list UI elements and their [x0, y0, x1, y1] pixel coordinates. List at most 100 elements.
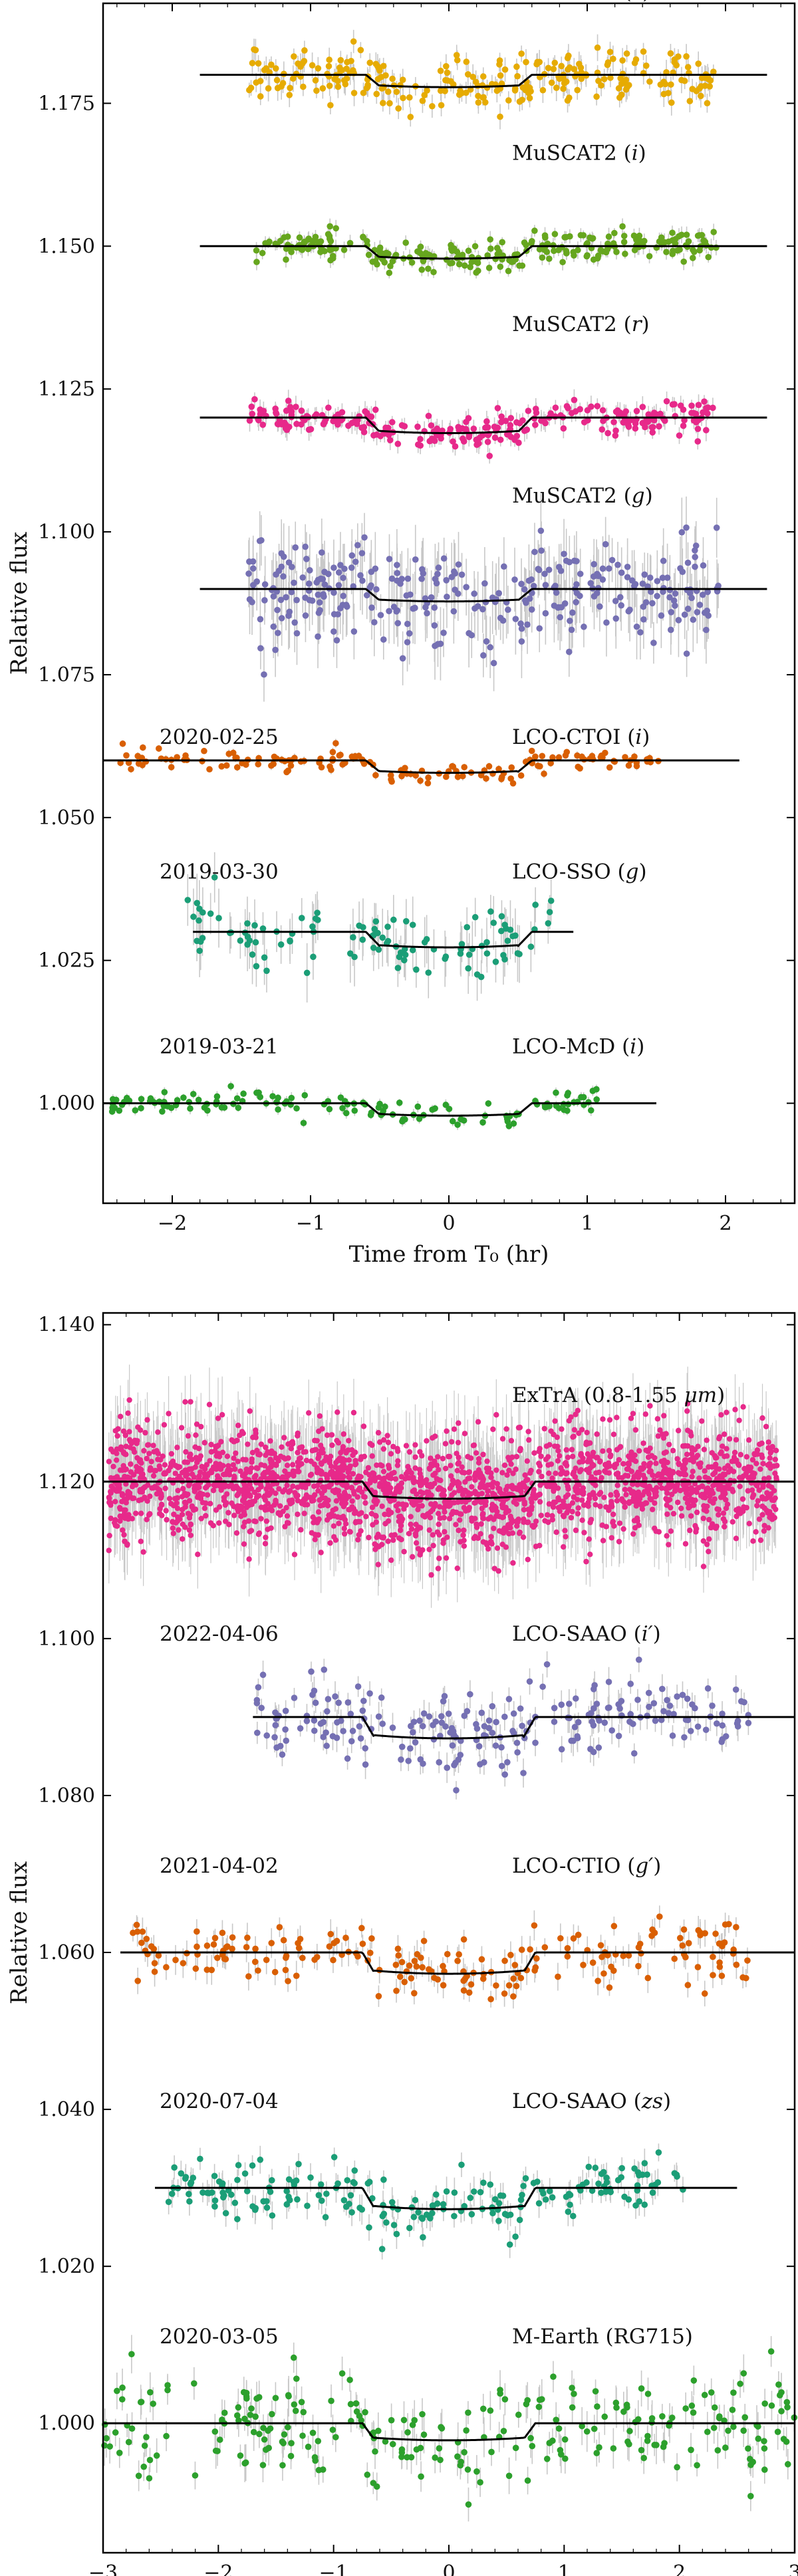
data-point	[678, 528, 686, 536]
data-point	[620, 239, 628, 245]
data-point	[700, 591, 706, 598]
data-point	[604, 61, 611, 68]
data-point	[622, 408, 630, 415]
data-point	[331, 628, 337, 635]
data-point	[710, 68, 717, 75]
data-point	[594, 403, 601, 410]
data-point	[584, 407, 591, 414]
data-point	[477, 772, 485, 778]
data-point	[573, 598, 580, 606]
data-point	[382, 251, 390, 258]
x-tick-label: 1	[581, 1212, 593, 1235]
data-point	[514, 950, 521, 957]
data-point	[704, 607, 710, 614]
data-point	[501, 66, 509, 73]
data-point	[354, 417, 361, 423]
data-point	[325, 62, 332, 70]
data-point	[578, 75, 585, 82]
data-point	[489, 594, 496, 601]
data-point	[657, 81, 664, 88]
data-point	[315, 64, 322, 72]
data-point	[564, 97, 571, 104]
data-point	[363, 592, 370, 599]
data-point	[589, 235, 596, 242]
data-point	[511, 85, 519, 92]
data-point	[667, 50, 674, 57]
data-point	[541, 770, 547, 777]
series-lco-ctoi-4	[103, 739, 739, 787]
data-point	[622, 251, 628, 257]
data-point	[497, 72, 504, 79]
data-point	[253, 79, 260, 86]
data-point	[444, 69, 451, 76]
data-point	[272, 646, 279, 653]
data-point	[315, 917, 321, 923]
data-point	[620, 233, 628, 239]
data-point	[504, 937, 511, 945]
data-point	[385, 431, 392, 439]
data-point	[283, 256, 289, 263]
data-point	[394, 620, 402, 627]
data-point	[317, 238, 325, 245]
data-point	[688, 410, 695, 417]
data-point	[495, 590, 502, 597]
data-point	[479, 1119, 486, 1126]
data-point	[665, 90, 672, 96]
y-tick-label: 1.100	[38, 521, 95, 544]
data-point	[473, 436, 480, 443]
data-point	[249, 951, 256, 958]
data-point	[565, 405, 571, 411]
data-point	[299, 60, 306, 67]
data-point	[454, 773, 462, 780]
data-point	[663, 249, 670, 255]
data-point	[567, 233, 573, 240]
y-tick-label: 1.150	[38, 235, 95, 258]
data-point	[625, 423, 632, 430]
data-point	[577, 570, 584, 578]
data-point	[233, 764, 241, 771]
data-point	[314, 909, 321, 916]
data-point	[528, 606, 535, 613]
chart-panel-top: 2020-11-20 MuSCAT2 (z) MuSCAT2 (i) MuSCAT2 …	[6, 0, 796, 1268]
data-point	[607, 74, 614, 81]
data-point	[633, 762, 640, 770]
data-point	[474, 603, 481, 610]
data-point	[605, 233, 612, 240]
data-point	[692, 554, 698, 560]
data-point	[368, 568, 375, 575]
series-muscat2-0	[200, 29, 767, 130]
data-point	[438, 102, 445, 109]
data-point	[695, 60, 702, 67]
data-point	[493, 245, 501, 251]
data-point	[469, 73, 477, 80]
data-point	[305, 245, 312, 253]
data-point	[559, 259, 566, 266]
data-point	[624, 84, 630, 90]
data-point	[206, 766, 213, 773]
data-point	[508, 259, 515, 265]
data-point	[555, 1105, 563, 1112]
x-tick-label: 0	[442, 1212, 455, 1235]
data-point	[424, 610, 430, 617]
data-point	[507, 775, 515, 782]
data-point	[159, 1108, 166, 1115]
data-point	[553, 84, 560, 91]
data-point	[523, 426, 531, 433]
data-point	[161, 1089, 168, 1096]
data-point	[581, 624, 587, 630]
data-point	[518, 625, 525, 632]
data-point	[385, 424, 392, 431]
data-point	[561, 1106, 567, 1113]
data-point	[574, 86, 581, 94]
data-point	[372, 918, 380, 925]
data-point	[357, 47, 364, 54]
data-point	[428, 435, 436, 442]
data-point	[557, 567, 565, 574]
data-point	[512, 616, 519, 622]
data-point	[270, 623, 277, 630]
data-point	[428, 422, 435, 429]
data-point	[412, 556, 419, 563]
data-point	[331, 611, 338, 618]
data-point	[539, 753, 546, 760]
data-point	[329, 253, 336, 259]
